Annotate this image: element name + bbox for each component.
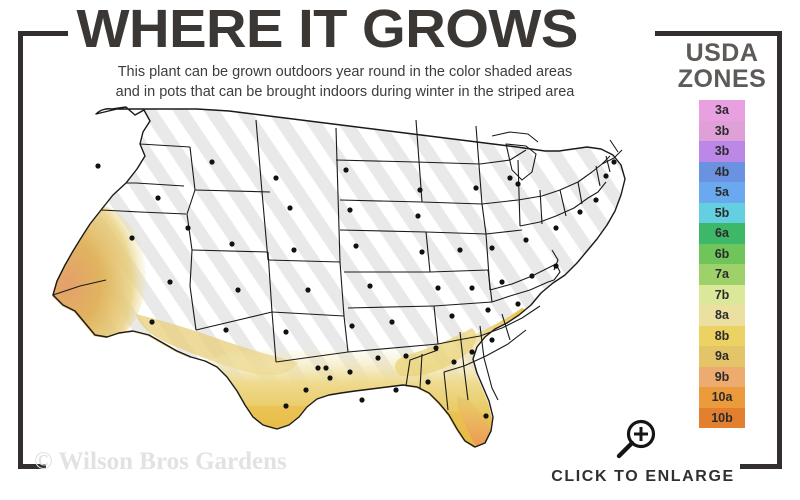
usa-map-svg[interactable] [40, 100, 660, 450]
legend-swatch-list: 3a 3b 3b 4b 5a 5b 6a 6b 7a 7b 8a 8b 9a 9b 10a 10b [699, 100, 745, 428]
frame-bottom-left-border [18, 464, 46, 469]
frame-top-right-border [655, 31, 782, 36]
magnifier-plus-icon[interactable] [614, 418, 658, 462]
legend-swatch-5b: 5b [699, 202, 745, 223]
page-title: WHERE IT GROWS [76, 0, 579, 59]
legend-swatch-7b: 7b [699, 284, 745, 305]
legend-swatch-10a: 10a [699, 387, 745, 408]
subtitle-line-1: This plant can be grown outdoors year ro… [117, 64, 573, 80]
legend-swatch-5a: 5a [699, 182, 745, 203]
legend-swatch-9b: 9b [699, 366, 745, 387]
frame-bottom-right-border [740, 464, 782, 469]
legend-swatch-3b: 3b [699, 141, 745, 162]
subtitle-line-2: and in pots that can be brought indoors … [115, 84, 575, 100]
legend-title-line-1: USDA [685, 39, 759, 67]
subtitle: This plant can be grown outdoors year ro… [40, 62, 650, 102]
legend-swatch-3b: 3b [699, 120, 745, 141]
frame-top-left-border [18, 31, 68, 36]
legend-title-line-2: ZONES [677, 65, 767, 93]
watermark-wilson-bros-gardens: © Wilson Bros Gardens [34, 448, 287, 475]
legend-swatch-6b: 6b [699, 243, 745, 264]
legend-swatch-9a: 9a [699, 346, 745, 367]
frame-right-border [777, 31, 782, 469]
legend-swatch-8a: 8a [699, 305, 745, 326]
usda-zones-legend: USDA ZONES 3a 3b 3b 4b 5a 5b 6a 6b 7a 7b 8a 8b 9a 9b 1… [662, 40, 782, 428]
legend-swatch-7a: 7a [699, 264, 745, 285]
legend-swatch-10b: 10b [699, 407, 745, 428]
map-city-dots [95, 159, 617, 419]
frame-left-border [18, 31, 23, 469]
legend-title: USDA ZONES [662, 40, 782, 92]
map-striped-region [53, 107, 625, 447]
legend-swatch-6a: 6a [699, 223, 745, 244]
legend-swatch-3a: 3a [699, 100, 745, 121]
legend-swatch-8b: 8b [699, 325, 745, 346]
legend-swatch-4b: 4b [699, 161, 745, 182]
usa-hardiness-map[interactable] [40, 100, 660, 450]
click-to-enlarge-label[interactable]: CLICK TO ENLARGE [551, 468, 735, 485]
